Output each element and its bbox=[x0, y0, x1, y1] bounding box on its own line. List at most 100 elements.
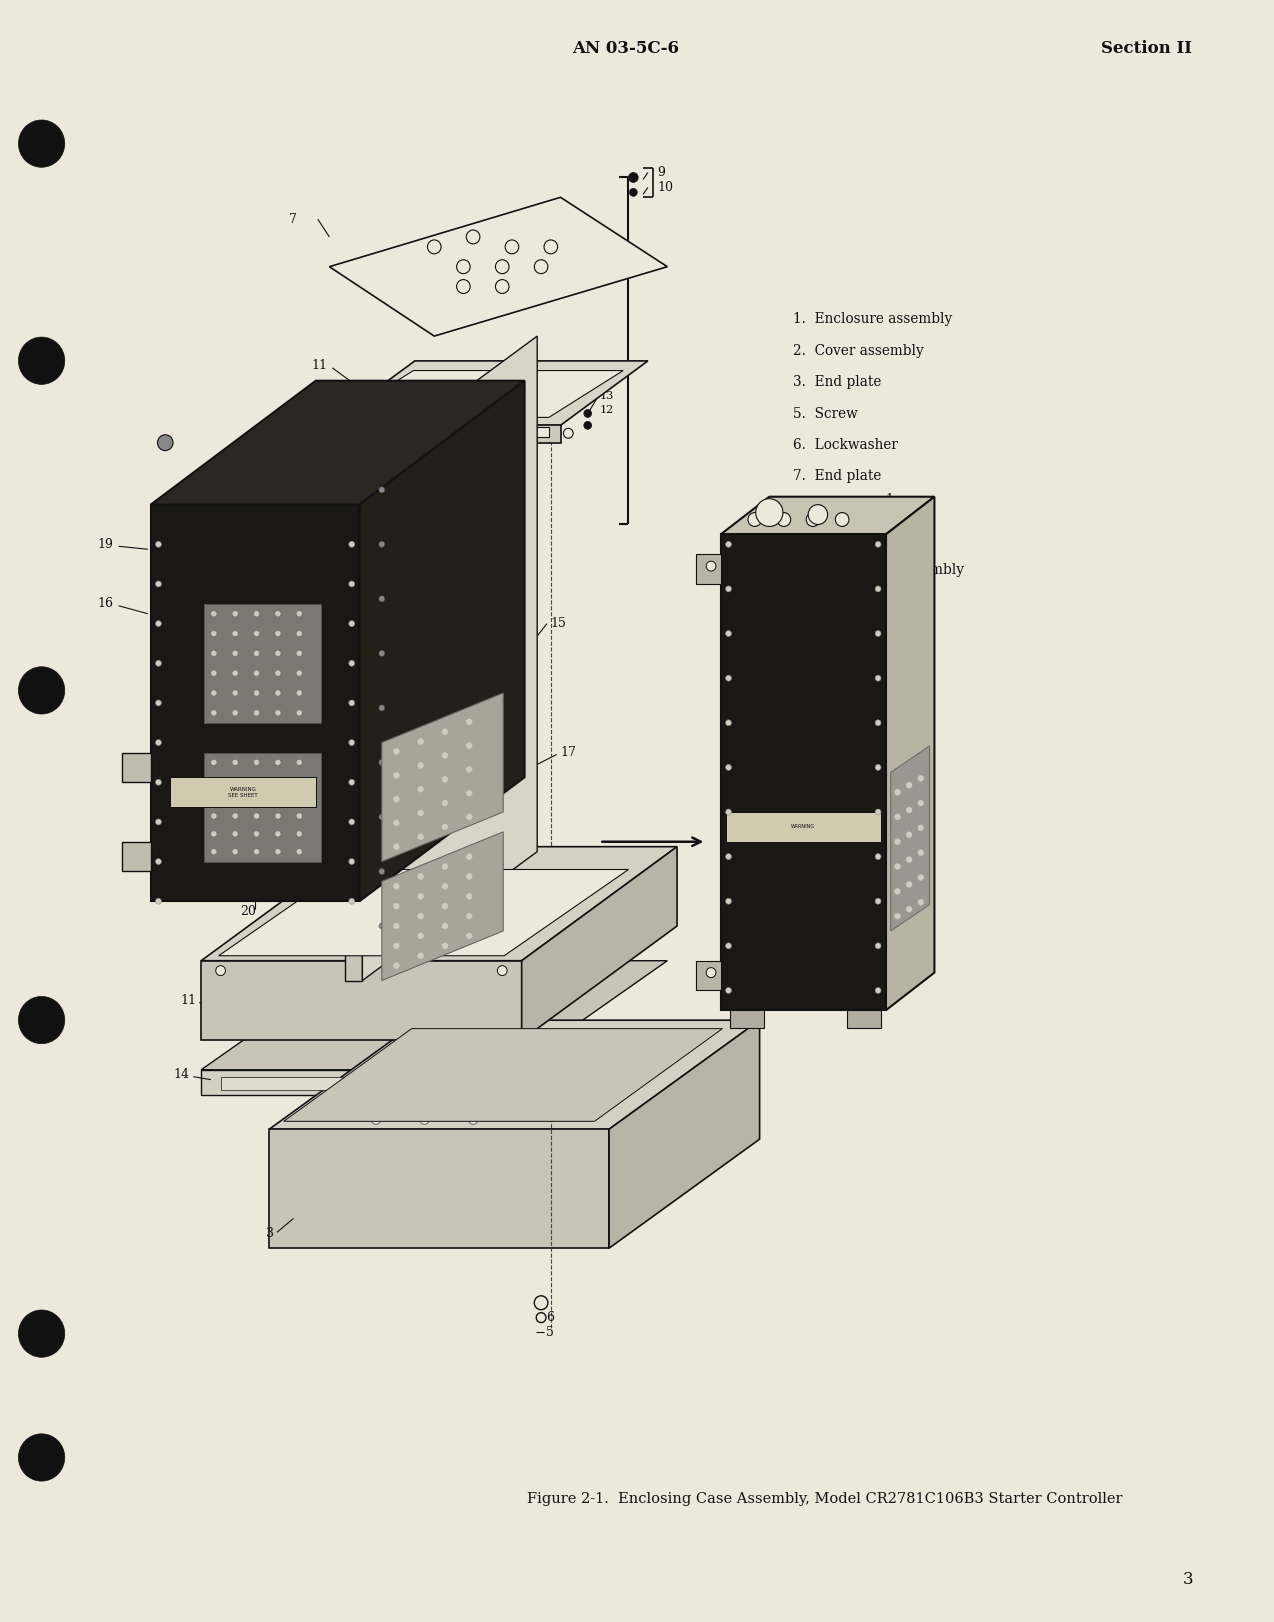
Polygon shape bbox=[521, 847, 676, 1040]
Circle shape bbox=[211, 832, 217, 837]
Text: 2.  Cover assembly: 2. Cover assembly bbox=[792, 344, 924, 358]
Circle shape bbox=[726, 675, 731, 681]
Circle shape bbox=[748, 513, 762, 527]
Circle shape bbox=[297, 672, 302, 676]
Circle shape bbox=[297, 710, 302, 715]
Text: 13: 13 bbox=[599, 391, 614, 401]
Circle shape bbox=[378, 814, 385, 821]
Circle shape bbox=[378, 595, 385, 602]
Circle shape bbox=[906, 856, 912, 863]
Circle shape bbox=[155, 740, 162, 746]
Text: 3: 3 bbox=[266, 1226, 274, 1239]
Circle shape bbox=[371, 1114, 381, 1124]
Circle shape bbox=[466, 874, 473, 879]
Polygon shape bbox=[201, 960, 521, 1040]
Polygon shape bbox=[359, 381, 525, 902]
Circle shape bbox=[583, 422, 591, 430]
Circle shape bbox=[155, 660, 162, 667]
Text: 6: 6 bbox=[547, 1311, 554, 1324]
Polygon shape bbox=[339, 370, 623, 417]
Circle shape bbox=[418, 809, 423, 816]
Circle shape bbox=[254, 672, 259, 676]
Circle shape bbox=[544, 240, 558, 253]
Circle shape bbox=[394, 748, 399, 754]
Circle shape bbox=[726, 942, 731, 949]
Circle shape bbox=[254, 779, 259, 783]
Circle shape bbox=[394, 772, 399, 779]
Circle shape bbox=[917, 800, 924, 806]
Polygon shape bbox=[339, 427, 549, 438]
Circle shape bbox=[254, 832, 259, 837]
Circle shape bbox=[233, 650, 237, 655]
Circle shape bbox=[233, 832, 237, 837]
Polygon shape bbox=[327, 425, 561, 443]
Circle shape bbox=[394, 963, 399, 968]
Text: 15.  Base: 15. Base bbox=[792, 689, 856, 702]
Text: 12: 12 bbox=[599, 406, 614, 415]
Text: 15: 15 bbox=[550, 616, 567, 629]
Polygon shape bbox=[121, 753, 150, 782]
Circle shape bbox=[233, 779, 237, 783]
Polygon shape bbox=[150, 504, 359, 902]
Circle shape bbox=[442, 824, 448, 830]
Circle shape bbox=[875, 809, 882, 814]
Circle shape bbox=[418, 894, 423, 899]
Circle shape bbox=[349, 701, 354, 706]
Circle shape bbox=[155, 581, 162, 587]
Circle shape bbox=[726, 988, 731, 993]
Circle shape bbox=[466, 853, 473, 860]
Circle shape bbox=[496, 279, 510, 294]
Circle shape bbox=[442, 942, 448, 949]
Polygon shape bbox=[697, 555, 721, 584]
Circle shape bbox=[496, 260, 510, 274]
Circle shape bbox=[211, 779, 217, 783]
Circle shape bbox=[233, 672, 237, 676]
Circle shape bbox=[418, 933, 423, 939]
Circle shape bbox=[233, 710, 237, 715]
Circle shape bbox=[378, 759, 385, 766]
Text: 13.  Lockwasher: 13. Lockwasher bbox=[792, 626, 906, 641]
Circle shape bbox=[726, 764, 731, 770]
Circle shape bbox=[275, 691, 280, 696]
Polygon shape bbox=[382, 693, 503, 861]
Circle shape bbox=[466, 790, 473, 796]
Circle shape bbox=[349, 858, 354, 865]
Polygon shape bbox=[885, 496, 934, 1011]
Circle shape bbox=[233, 611, 237, 616]
Circle shape bbox=[875, 586, 882, 592]
Circle shape bbox=[875, 764, 882, 770]
Circle shape bbox=[378, 868, 385, 874]
Circle shape bbox=[391, 1085, 400, 1095]
Circle shape bbox=[297, 832, 302, 837]
Circle shape bbox=[394, 923, 399, 929]
Circle shape bbox=[875, 853, 882, 860]
Circle shape bbox=[233, 796, 237, 801]
Circle shape bbox=[341, 1095, 352, 1105]
Polygon shape bbox=[220, 1077, 493, 1090]
Polygon shape bbox=[891, 746, 930, 931]
Circle shape bbox=[469, 1114, 478, 1124]
Circle shape bbox=[497, 965, 507, 975]
Polygon shape bbox=[201, 1071, 512, 1095]
Text: 17.  Screen: 17. Screen bbox=[792, 751, 871, 766]
Circle shape bbox=[466, 933, 473, 939]
Circle shape bbox=[349, 621, 354, 626]
Circle shape bbox=[233, 814, 237, 819]
Circle shape bbox=[275, 631, 280, 636]
Circle shape bbox=[726, 631, 731, 636]
Text: 3.  End plate: 3. End plate bbox=[792, 375, 882, 389]
Circle shape bbox=[808, 504, 828, 524]
Polygon shape bbox=[201, 960, 668, 1071]
Text: WARNING: WARNING bbox=[791, 824, 815, 829]
Circle shape bbox=[211, 850, 217, 855]
Circle shape bbox=[275, 796, 280, 801]
Polygon shape bbox=[219, 869, 628, 955]
Circle shape bbox=[442, 753, 448, 759]
Text: 17: 17 bbox=[561, 746, 576, 759]
Polygon shape bbox=[150, 381, 525, 504]
Circle shape bbox=[418, 787, 423, 792]
Circle shape bbox=[506, 240, 519, 253]
Circle shape bbox=[18, 337, 65, 384]
Circle shape bbox=[917, 826, 924, 830]
Circle shape bbox=[894, 863, 901, 869]
